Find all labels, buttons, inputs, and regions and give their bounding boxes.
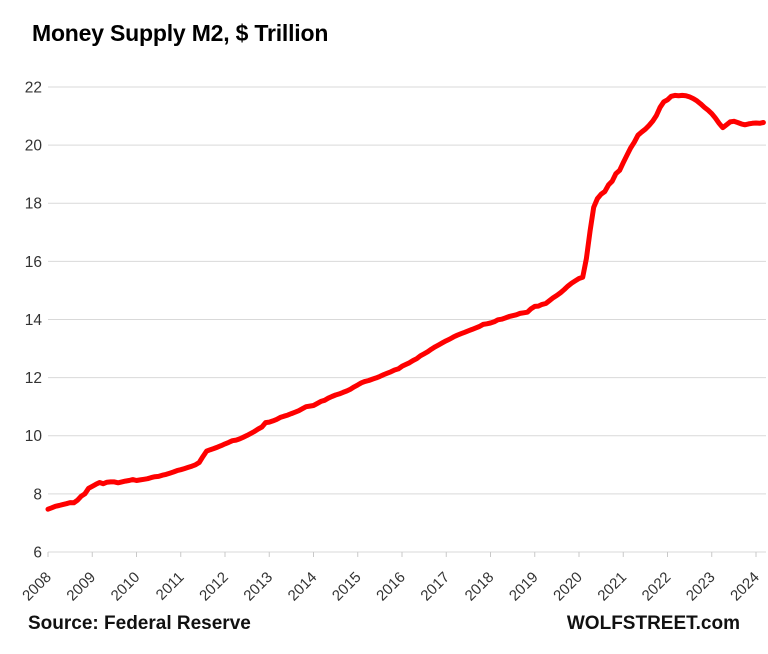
x-axis-tick-label: 2015	[329, 569, 365, 605]
x-axis-tick-label: 2014	[285, 569, 321, 605]
wolfstreet-branding: WOLFSTREET.com	[566, 613, 740, 634]
x-axis-tick-label: 2018	[462, 569, 498, 605]
chart-title: Money Supply M2, $ Trillion	[32, 20, 329, 46]
x-axis-tick-label: 2012	[196, 569, 232, 605]
y-axis-tick-label: 12	[25, 370, 42, 387]
x-axis-tick-label: 2023	[683, 569, 719, 605]
x-axis-tick-label: 2017	[417, 569, 453, 605]
x-axis-tick-label: 2011	[153, 569, 188, 604]
x-axis-tick-label: 2010	[108, 569, 144, 605]
y-axis-tick-label: 18	[25, 196, 42, 213]
x-axis-tick-label: 2016	[373, 569, 409, 605]
y-axis-tick-label: 16	[25, 254, 42, 271]
y-axis-tick-label: 8	[33, 486, 42, 503]
source-note: Source: Federal Reserve	[28, 613, 251, 634]
y-axis-tick-label: 14	[25, 312, 43, 329]
x-axis-tick-label: 2021	[594, 569, 630, 605]
x-axis-tick-label: 2024	[727, 569, 763, 605]
y-axis-tick-label: 20	[25, 138, 43, 155]
y-axis-tick-label: 22	[25, 80, 42, 97]
x-axis-tick-label: 2009	[63, 569, 99, 605]
x-axis-tick-label: 2020	[550, 569, 586, 605]
x-axis-tick-label: 2019	[506, 569, 542, 605]
x-axis-tick-label: 2013	[240, 569, 276, 605]
m2-data-line	[45, 92, 766, 512]
x-axis-tick-label: 2022	[639, 569, 675, 605]
x-axis-tick-label: 2008	[19, 569, 55, 605]
y-axis-tick-label: 6	[33, 544, 42, 561]
y-axis-tick-label: 10	[25, 428, 43, 445]
